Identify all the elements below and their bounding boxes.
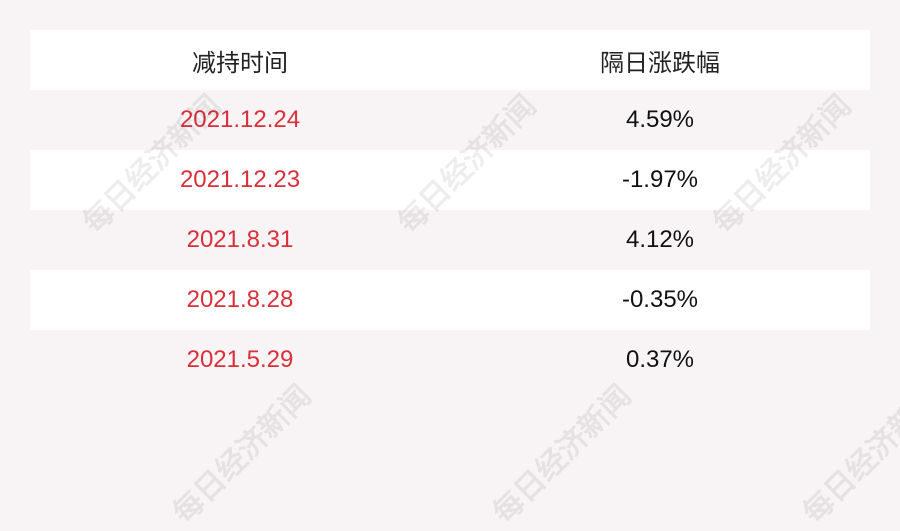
watermark: 每日经济新闻: [796, 378, 900, 531]
table-row: 2021.12.23 -1.97%: [30, 150, 870, 210]
table-row: 2021.8.28 -0.35%: [30, 270, 870, 330]
change-cell: 4.12%: [625, 226, 695, 253]
date-cell: 2021.12.24: [179, 106, 301, 133]
watermark: 每日经济新闻: [486, 378, 639, 531]
date-cell: 2021.8.31: [186, 226, 294, 253]
header-reduction-date: 减持时间: [192, 49, 288, 77]
table-header: 减持时间 隔日涨跌幅: [30, 30, 870, 90]
date-cell: 2021.5.29: [186, 346, 294, 373]
table-row: 2021.8.31 4.12%: [30, 210, 870, 270]
change-cell: -1.97%: [621, 166, 699, 193]
date-cell: 2021.8.28: [186, 286, 294, 313]
table-row: 2021.12.24 4.59%: [30, 90, 870, 150]
change-cell: -0.35%: [621, 286, 699, 313]
change-cell: 4.59%: [625, 106, 695, 133]
date-cell: 2021.12.23: [179, 166, 301, 193]
table-row: 2021.5.29 0.37%: [30, 330, 870, 390]
header-next-day-change: 隔日涨跌幅: [600, 49, 720, 77]
reduction-table: 减持时间 隔日涨跌幅 2021.12.24 4.59% 2021.12.23 -…: [30, 30, 870, 390]
watermark: 每日经济新闻: [166, 378, 319, 531]
change-cell: 0.37%: [625, 346, 695, 373]
